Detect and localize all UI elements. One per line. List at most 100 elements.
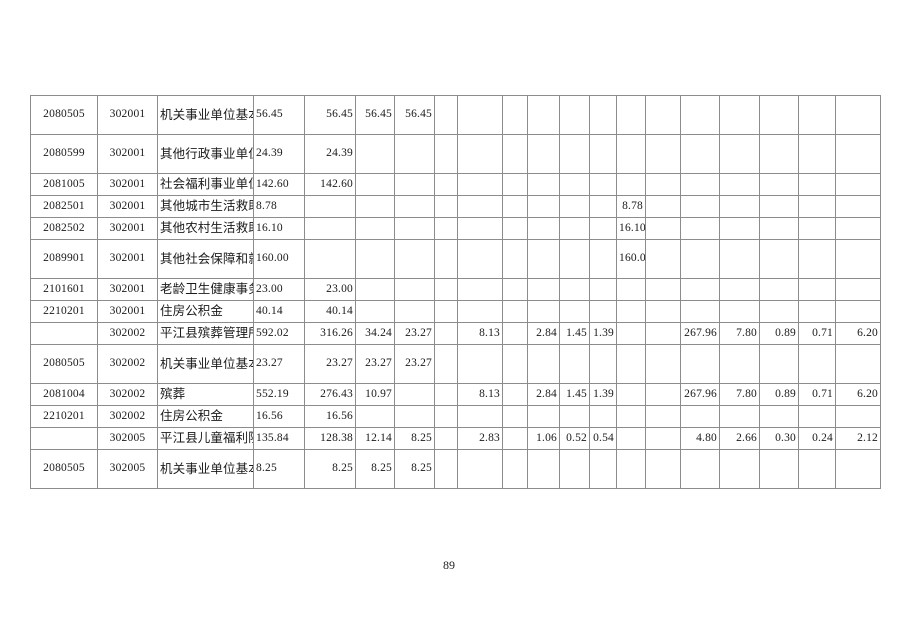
cell-col12	[645, 449, 681, 489]
cell-col8: 2.84	[527, 322, 560, 345]
cell-col3	[355, 195, 395, 218]
cell-col5	[434, 217, 458, 240]
cell-col7	[502, 344, 528, 384]
cell-col3: 34.24	[355, 322, 395, 345]
cell-function-code: 2080599	[30, 134, 98, 174]
cell-col16	[798, 217, 836, 240]
cell-col2: 316.26	[304, 322, 356, 345]
cell-col7	[502, 134, 528, 174]
cell-total-amount: 552.19	[253, 383, 305, 406]
cell-col13	[680, 239, 720, 279]
cell-col10	[589, 300, 617, 323]
cell-col17	[835, 449, 881, 489]
cell-col16	[798, 95, 836, 135]
cell-col12	[645, 217, 681, 240]
cell-col2	[304, 217, 356, 240]
table-row: 2081004 302002 殡葬 552.19 276.43 10.97 8.13 2.84…	[30, 383, 881, 406]
cell-col3	[355, 217, 395, 240]
cell-col13	[680, 195, 720, 218]
cell-col6: 8.13	[457, 383, 503, 406]
cell-col4: 23.27	[394, 344, 435, 384]
cell-total-amount: 8.78	[253, 195, 305, 218]
cell-col14: 7.80	[719, 383, 760, 406]
table-row: 2082501 302001 其他城市生活救助 8.78 8.78	[30, 195, 881, 218]
cell-col15	[759, 344, 799, 384]
cell-col3	[355, 278, 395, 301]
cell-col6	[457, 300, 503, 323]
table-row: 2080505302005机关事业单位基本养老保险缴费支出8.258.258.2…	[30, 449, 881, 489]
cell-col3: 8.25	[355, 449, 395, 489]
budget-table-body: 2080505302001机关事业单位基本养老保险缴费支出56.4556.455…	[30, 95, 881, 489]
cell-total-amount: 160.00	[253, 239, 305, 279]
cell-col12	[645, 278, 681, 301]
cell-col17	[835, 134, 881, 174]
cell-col8	[527, 300, 560, 323]
cell-col4: 8.25	[394, 449, 435, 489]
cell-col7	[502, 217, 528, 240]
cell-item-name: 机关事业单位基本养老保险缴费支出	[157, 344, 254, 384]
cell-col2: 128.38	[304, 427, 356, 450]
cell-col11	[616, 278, 646, 301]
cell-col15	[759, 95, 799, 135]
cell-col17: 6.20	[835, 322, 881, 345]
cell-col6	[457, 278, 503, 301]
cell-col7	[502, 239, 528, 279]
cell-col12	[645, 427, 681, 450]
cell-unit-code: 302001	[97, 95, 158, 135]
cell-col3: 10.97	[355, 383, 395, 406]
cell-total-amount: 142.60	[253, 173, 305, 196]
cell-col6	[457, 449, 503, 489]
cell-col14	[719, 239, 760, 279]
cell-col10	[589, 278, 617, 301]
cell-col6	[457, 95, 503, 135]
cell-col4	[394, 239, 435, 279]
cell-function-code: 2081004	[30, 383, 98, 406]
cell-col6	[457, 239, 503, 279]
cell-col9	[559, 300, 590, 323]
cell-col17	[835, 195, 881, 218]
cell-col16: 0.71	[798, 322, 836, 345]
cell-col5	[434, 195, 458, 218]
cell-function-code: 2080505	[30, 344, 98, 384]
cell-col17: 6.20	[835, 383, 881, 406]
cell-col13	[680, 173, 720, 196]
cell-col6	[457, 173, 503, 196]
cell-col4	[394, 300, 435, 323]
cell-col11	[616, 449, 646, 489]
cell-col11: 8.78	[616, 195, 646, 218]
cell-col16	[798, 405, 836, 428]
cell-col5	[434, 300, 458, 323]
cell-col17	[835, 300, 881, 323]
table-row: 302005 平江县儿童福利院 135.84 128.38 12.14 8.25 2.83 1…	[30, 427, 881, 450]
cell-col5	[434, 173, 458, 196]
cell-col2	[304, 239, 356, 279]
cell-col6	[457, 344, 503, 384]
cell-col6	[457, 195, 503, 218]
budget-table-container: 2080505302001机关事业单位基本养老保险缴费支出56.4556.455…	[30, 95, 881, 489]
cell-col4	[394, 134, 435, 174]
cell-col17	[835, 95, 881, 135]
cell-unit-code: 302001	[97, 195, 158, 218]
cell-col4	[394, 383, 435, 406]
cell-col14	[719, 95, 760, 135]
cell-col9	[559, 173, 590, 196]
cell-col15	[759, 173, 799, 196]
cell-col13	[680, 300, 720, 323]
cell-col8	[527, 217, 560, 240]
cell-col11	[616, 173, 646, 196]
cell-col3	[355, 405, 395, 428]
cell-item-name: 社会福利事业单位	[157, 173, 254, 196]
cell-col11	[616, 405, 646, 428]
cell-col15: 0.89	[759, 383, 799, 406]
cell-col11	[616, 383, 646, 406]
cell-col15	[759, 134, 799, 174]
cell-col2: 8.25	[304, 449, 356, 489]
cell-col11	[616, 322, 646, 345]
cell-col3	[355, 239, 395, 279]
cell-col9: 1.45	[559, 322, 590, 345]
cell-col8	[527, 195, 560, 218]
cell-col17	[835, 405, 881, 428]
